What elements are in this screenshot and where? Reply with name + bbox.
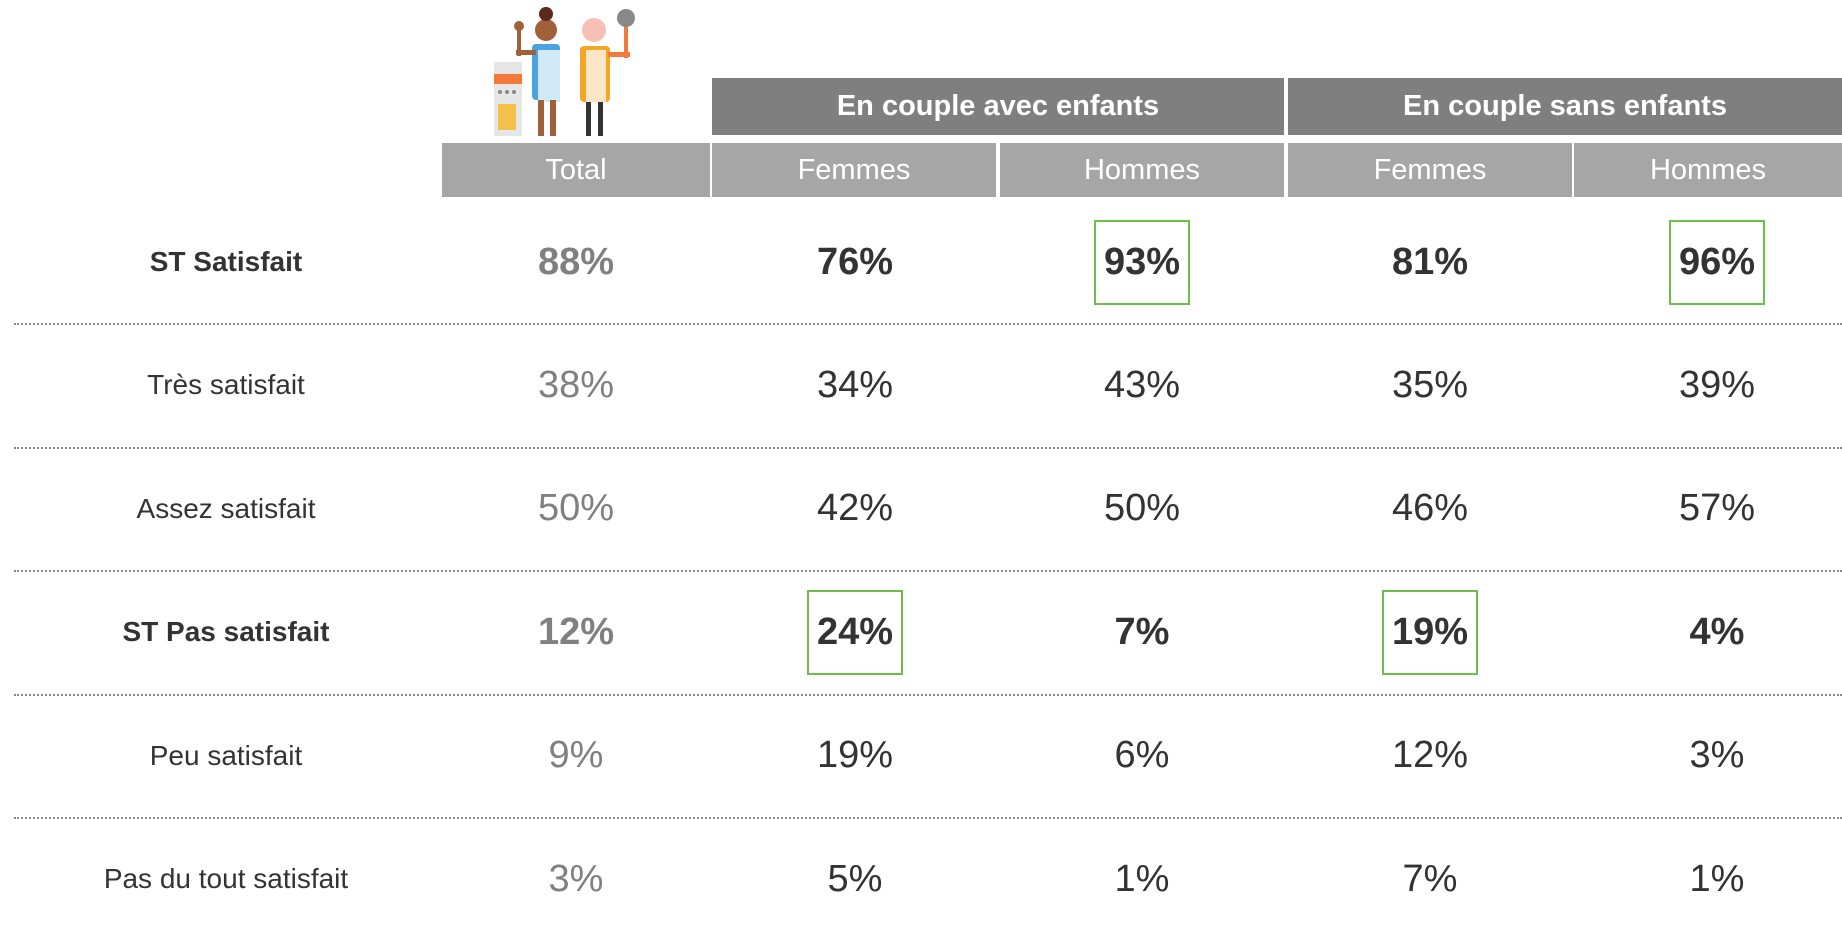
highlight-box	[1094, 220, 1190, 305]
row-label: Peu satisfait	[149, 739, 303, 771]
column-header: Hommes	[1574, 143, 1842, 197]
cell-value: 4%	[1689, 610, 1745, 653]
cell-value: 9%	[548, 734, 604, 777]
cell-value: 1%	[1114, 857, 1170, 900]
cell-value: 76%	[816, 240, 894, 283]
cell-value: 6%	[1114, 734, 1170, 777]
cell-value: 5%	[827, 857, 883, 900]
cell-value: 88%	[537, 240, 615, 283]
cell-value: 96%	[1678, 240, 1756, 283]
row-separator	[14, 323, 1842, 326]
cell-value: 3%	[1689, 734, 1745, 777]
row-separator	[14, 817, 1842, 819]
group-header: En couple avec enfants	[712, 78, 1284, 135]
cell-value: 7%	[1402, 857, 1458, 900]
cell-value: 1%	[1689, 857, 1745, 900]
cell-value: 7%	[1114, 610, 1170, 653]
row-label: ST Pas satisfait	[122, 616, 330, 648]
cell-value: 81%	[1391, 240, 1469, 283]
cell-value: 35%	[1391, 363, 1469, 406]
cell-value: 50%	[1103, 487, 1181, 530]
highlight-box	[1382, 590, 1478, 676]
row-label: Pas du tout satisfait	[103, 863, 349, 894]
group-header: En couple sans enfants	[1288, 78, 1842, 135]
row-separator	[14, 446, 1842, 449]
row-label: ST Satisfait	[149, 246, 303, 277]
row-label: Très satisfait	[147, 369, 305, 401]
column-header: Femmes	[712, 143, 996, 197]
cell-value: 46%	[1391, 487, 1469, 530]
row-separator	[14, 570, 1842, 573]
cell-value: 38%	[537, 363, 615, 406]
cell-value: 93%	[1103, 240, 1181, 283]
cell-value: 24%	[816, 610, 894, 653]
highlight-box	[1669, 220, 1765, 305]
cell-value: 39%	[1678, 363, 1756, 406]
cell-value: 34%	[816, 363, 894, 406]
cell-value: 19%	[816, 734, 894, 777]
row-label: Assez satisfait	[136, 492, 316, 524]
cell-value: 3%	[548, 857, 604, 900]
cell-value: 43%	[1103, 363, 1181, 406]
cooks-illustration	[494, 7, 635, 136]
row-separator	[14, 693, 1842, 696]
column-header: Total	[442, 143, 710, 197]
cell-value: 50%	[537, 487, 615, 530]
cell-value: 57%	[1678, 487, 1756, 530]
column-header: Femmes	[1288, 143, 1572, 197]
cell-value: 19%	[1391, 610, 1469, 653]
highlight-box	[807, 590, 903, 676]
cell-value: 42%	[816, 487, 894, 530]
cell-value: 12%	[1391, 734, 1469, 777]
column-header: Hommes	[1000, 143, 1284, 197]
cell-value: 12%	[537, 610, 615, 653]
